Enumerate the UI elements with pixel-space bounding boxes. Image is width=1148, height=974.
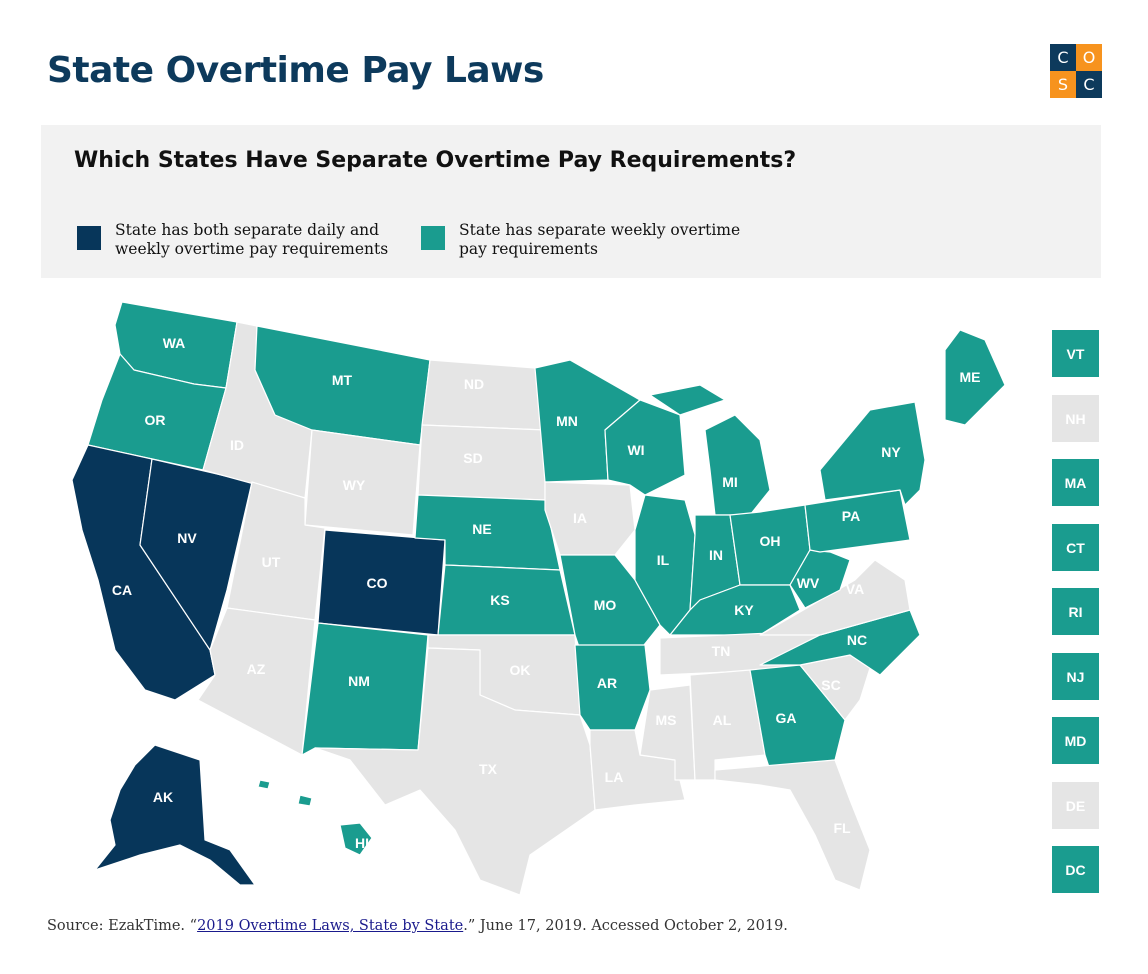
legend-item-daily-weekly: State has both separate daily and weekly…	[77, 221, 388, 259]
state-WI	[604, 399, 686, 496]
state-label: TX	[479, 761, 498, 777]
small-state-label: VT	[1066, 345, 1085, 362]
state-label: MN	[556, 413, 578, 429]
state-AK	[94, 744, 256, 886]
source-suffix: .” June 17, 2019. Accessed October 2, 20…	[463, 918, 788, 934]
state-label: ND	[464, 376, 484, 392]
state-label: NY	[881, 444, 901, 460]
small-state-label: CT	[1066, 539, 1085, 556]
state-label: NM	[348, 673, 370, 689]
legend-label: State has separate weekly overtime pay r…	[459, 221, 741, 258]
state-label: AL	[713, 712, 732, 728]
small-state-label: MD	[1064, 732, 1087, 749]
state-label: OH	[760, 533, 781, 549]
state-NM	[301, 622, 429, 756]
us-map: WA OR CA NV ID MT WY UT AZ CO NM ND SD N…	[71, 301, 1006, 896]
state-label: OR	[145, 412, 166, 428]
legend-label: State has both separate daily and weekly…	[115, 221, 389, 258]
small-state-label: NJ	[1066, 668, 1085, 685]
small-state-label: DC	[1065, 861, 1086, 878]
state-MI	[649, 384, 771, 516]
state-label: WI	[627, 442, 644, 458]
legend-heading: Which States Have Separate Overtime Pay …	[74, 148, 797, 173]
state-label: SC	[821, 677, 840, 693]
state-VA	[759, 559, 911, 636]
legend-panel: Which States Have Separate Overtime Pay …	[41, 125, 1101, 278]
small-state-MA: MA	[1052, 459, 1099, 506]
state-label: HI	[355, 835, 369, 851]
state-label: AK	[153, 789, 173, 805]
state-label: WV	[797, 575, 820, 591]
state-label: VA	[846, 581, 864, 597]
state-AZ	[197, 607, 316, 756]
state-label: ID	[230, 437, 244, 453]
state-label: CA	[112, 582, 132, 598]
state-label: WA	[163, 335, 186, 351]
state-label: MS	[656, 712, 677, 728]
state-label: IA	[573, 510, 587, 526]
state-label: MI	[722, 474, 738, 490]
state-label: KY	[734, 602, 754, 618]
state-label: PA	[842, 508, 860, 524]
state-label: GA	[776, 710, 797, 726]
legend-swatch-daily-weekly	[77, 226, 101, 250]
state-label: NC	[847, 632, 867, 648]
small-state-label: RI	[1068, 603, 1083, 620]
state-label: NV	[177, 530, 197, 546]
small-state-DC: DC	[1052, 846, 1099, 893]
logo-letter: S	[1050, 71, 1076, 98]
cosc-logo: C O S C	[1050, 44, 1102, 98]
small-state-label: NH	[1065, 410, 1086, 427]
page-title: State Overtime Pay Laws	[47, 50, 544, 91]
state-MO	[559, 554, 661, 651]
small-state-VT: VT	[1052, 330, 1099, 377]
state-label: SD	[463, 450, 482, 466]
state-label: ME	[960, 369, 981, 385]
logo-letter: O	[1076, 44, 1102, 71]
state-label: WY	[343, 477, 366, 493]
small-state-NH: NH	[1052, 395, 1099, 442]
source-citation: Source: EzakTime. “2019 Overtime Laws, S…	[47, 918, 788, 934]
state-label: AZ	[247, 661, 266, 677]
state-HI	[257, 779, 373, 856]
small-state-NJ: NJ	[1052, 653, 1099, 700]
state-label: NE	[472, 521, 491, 537]
state-LA	[589, 729, 686, 811]
small-state-CT: CT	[1052, 524, 1099, 571]
state-IA	[544, 481, 636, 556]
small-state-label: DE	[1065, 797, 1086, 814]
state-label: CO	[367, 575, 388, 591]
small-state-label: MA	[1064, 474, 1087, 491]
state-label: MT	[332, 372, 353, 388]
state-label: IL	[657, 552, 670, 568]
state-NY	[819, 401, 926, 506]
state-ND	[421, 359, 546, 431]
small-state-MD: MD	[1052, 717, 1099, 764]
small-state-DE: DE	[1052, 782, 1099, 829]
state-label: AR	[597, 675, 617, 691]
legend-swatch-weekly	[421, 226, 445, 250]
state-ME	[944, 329, 1006, 426]
state-label: UT	[262, 554, 281, 570]
state-labels: WA OR CA NV ID MT WY UT AZ CO NM ND SD N…	[112, 335, 981, 851]
legend-item-weekly: State has separate weekly overtime pay r…	[421, 221, 740, 259]
state-label: IN	[709, 547, 723, 563]
source-link[interactable]: 2019 Overtime Laws, State by State	[197, 918, 464, 934]
state-WY	[304, 429, 421, 536]
state-label: FL	[833, 820, 851, 836]
state-label: OK	[510, 662, 531, 678]
state-label: MO	[594, 597, 617, 613]
small-state-RI: RI	[1052, 588, 1099, 635]
state-TX	[314, 647, 596, 896]
logo-letter: C	[1076, 71, 1102, 98]
state-label: LA	[605, 769, 624, 785]
state-label: KS	[490, 592, 509, 608]
state-FL	[714, 759, 871, 891]
logo-letter: C	[1050, 44, 1076, 71]
state-label: TN	[712, 643, 731, 659]
source-prefix: Source: EzakTime. “	[47, 918, 198, 934]
